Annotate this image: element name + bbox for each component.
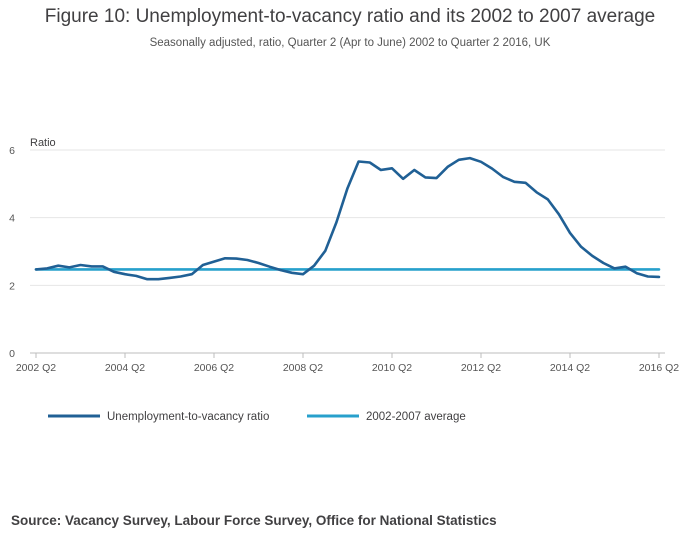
x-tick-label: 2004 Q2 xyxy=(105,362,145,374)
y-tick-label: 4 xyxy=(9,213,15,225)
chart-title: Figure 10: Unemployment-to-vacancy ratio… xyxy=(44,6,656,27)
x-tick-label: 2016 Q2 xyxy=(639,362,679,374)
x-tick-label: 2008 Q2 xyxy=(283,362,323,374)
gridlines xyxy=(30,149,665,354)
x-tick-label: 2006 Q2 xyxy=(194,362,234,374)
y-axis-title: Ratio xyxy=(30,137,56,149)
legend[interactable]: Unemployment-to-vacancy ratio 2002-2007 a… xyxy=(48,411,466,423)
x-tick-label: 2012 Q2 xyxy=(461,362,501,374)
x-tick-label: 2010 Q2 xyxy=(372,362,412,374)
y-tick-label: 6 xyxy=(9,145,15,157)
legend-item-label[interactable]: Unemployment-to-vacancy ratio xyxy=(107,411,269,423)
x-axis: 2002 Q2 2004 Q2 2006 Q2 2008 Q2 2010 Q2 2012 … xyxy=(16,353,679,374)
x-tick-label: 2002 Q2 xyxy=(16,362,56,374)
x-tick-label: 2014 Q2 xyxy=(550,362,590,374)
source-note: Source: Vacancy Survey, Labour Force Sur… xyxy=(11,513,497,528)
chart-subtitle: Seasonally adjusted, ratio, Quarter 2 (A… xyxy=(149,37,551,49)
legend-item-label[interactable]: 2002-2007 average xyxy=(366,411,466,423)
series-line-ratio xyxy=(34,156,661,281)
series-lines xyxy=(34,156,661,281)
y-axis: 0 2 4 6 xyxy=(9,145,15,360)
y-tick-label: 2 xyxy=(9,280,15,292)
y-tick-label: 0 xyxy=(9,348,15,360)
